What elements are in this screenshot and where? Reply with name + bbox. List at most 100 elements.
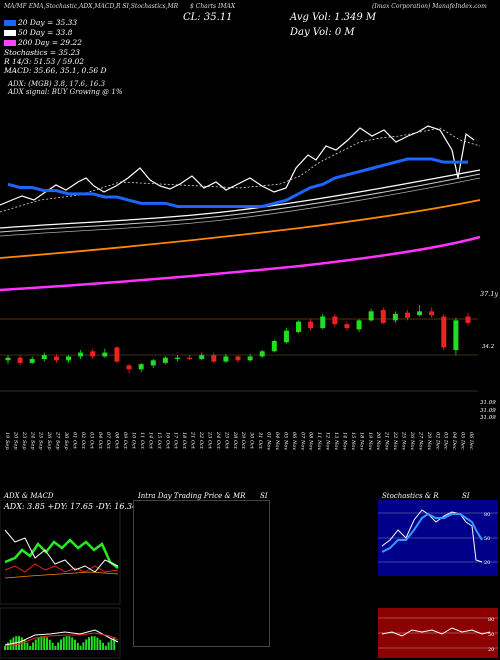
stoch-dotted-line xyxy=(0,127,481,213)
candle-up xyxy=(453,320,459,350)
macd-signal-line xyxy=(4,632,119,647)
date-tick-label: 07 Nov xyxy=(299,432,305,450)
macd-histogram-bar xyxy=(54,645,57,650)
date-tick-label: 27 Nov xyxy=(417,431,423,450)
candle-down xyxy=(90,351,96,357)
candle-down xyxy=(17,357,23,363)
date-tick-label: 29 Nov xyxy=(426,431,432,450)
ma20-line xyxy=(7,157,468,208)
candle-up xyxy=(417,311,423,316)
date-tick-label: 05 Nov xyxy=(282,432,288,450)
macd-histogram-bar xyxy=(110,639,113,650)
legend-stoch-values: R 14/3: 51.53 / 59.02 xyxy=(4,57,85,66)
macd-histogram-bar xyxy=(4,646,6,650)
candle-up xyxy=(138,364,144,370)
ma-white-band-2 xyxy=(0,173,481,233)
macd-histogram-bar xyxy=(51,642,54,650)
adx-readout: ADX: (MGB) 3.8, 17.6, 16.3 xyxy=(8,80,106,88)
candle-down xyxy=(429,311,435,316)
date-tick-label: 03 Oct xyxy=(88,432,94,450)
date-tick-label: 05 Dec xyxy=(460,432,466,450)
adx-values-label: ADX: 3.85 +DY: 17.65 -DY: 16.34 xyxy=(4,502,138,511)
stoch-si-label: SI xyxy=(462,492,470,500)
date-tick-label: 21 Oct xyxy=(190,431,196,450)
legend-macd: MACD: 35.66, 35.1, 0.56 D xyxy=(4,66,107,75)
adx-panel-title: ADX & MACD xyxy=(4,492,54,500)
stoch-tick-50: 50 xyxy=(484,536,490,542)
stoch-tick-80: 80 xyxy=(484,512,490,518)
macd-histogram-bar xyxy=(60,639,62,650)
candle-down xyxy=(187,357,193,360)
candle-down xyxy=(465,316,471,323)
candle-up xyxy=(174,357,180,360)
close-price-label: CL: 35.11 xyxy=(183,12,233,23)
rsi-tick-20: 20 xyxy=(488,647,494,653)
adx-orange-line xyxy=(4,571,119,579)
date-tick-label: 01 Oct xyxy=(71,432,77,450)
stoch-tick-20: 20 xyxy=(484,560,490,566)
macd-histogram-bar xyxy=(23,639,26,650)
date-tick-label: 23 Sep xyxy=(21,431,27,450)
avg-volume-label: Avg Vol: 1.349 M xyxy=(290,12,377,23)
adx-macd-panel xyxy=(0,500,121,659)
date-tick-label: 15 Oct xyxy=(156,432,162,450)
date-tick-label: 17 Oct xyxy=(173,432,179,450)
date-tick-label: 13 Nov xyxy=(333,432,339,450)
date-tick-label: 30 Oct xyxy=(249,432,255,450)
ma-white-band-1 xyxy=(0,169,481,229)
macd-histogram-bar xyxy=(26,642,29,650)
date-tick-label: 25 Oct xyxy=(223,431,229,450)
ma-dynamic-lines xyxy=(7,157,468,208)
date-tick-label: 29 Oct xyxy=(240,431,246,450)
candle-down xyxy=(126,365,132,370)
macd-histogram-bar xyxy=(79,645,82,650)
candle-up xyxy=(259,351,265,357)
macd-histogram-bar xyxy=(40,636,43,650)
macd-histogram-bar xyxy=(113,637,116,650)
macd-histogram-bar xyxy=(68,636,71,650)
intraday-panel xyxy=(133,500,270,647)
date-tick-label: 11 Oct xyxy=(139,432,145,450)
candle-up xyxy=(78,352,84,357)
candle-down xyxy=(332,316,338,325)
ma50-swatch xyxy=(4,30,16,36)
intraday-panel-title: Intra Day Trading Price & MR xyxy=(138,492,246,500)
date-tick-label: 07 Oct xyxy=(105,432,111,450)
date-tick-label: 11 Nov xyxy=(316,432,322,450)
adx-white-line xyxy=(4,529,119,573)
candle-up xyxy=(102,352,108,357)
macd-histogram-bar xyxy=(32,642,34,650)
legend-ma200: 200 Day = 29.22 xyxy=(4,38,82,47)
ma200-magenta-line xyxy=(0,235,481,292)
price-tick-label: 31.09 xyxy=(480,400,496,406)
date-tick-label: 24 Oct xyxy=(215,431,221,450)
candle-down xyxy=(404,312,410,318)
date-tick-label: 28 Oct xyxy=(232,431,238,450)
macd-histogram-bar xyxy=(37,637,40,650)
close-line xyxy=(0,125,475,206)
adx-red-line xyxy=(4,563,119,573)
date-tick-label: 30 Sep xyxy=(63,432,69,450)
date-tick-label: 14 Oct xyxy=(147,432,153,450)
candle-up xyxy=(283,330,289,343)
date-tick-label: 22 Oct xyxy=(198,431,204,450)
macd-histogram-bar xyxy=(90,636,93,650)
candle-up xyxy=(247,356,253,361)
macd-histogram-bar xyxy=(65,636,68,650)
date-tick-label: 26 Nov xyxy=(409,431,415,450)
macd-histogram-bar xyxy=(62,637,65,650)
adx-box xyxy=(0,500,121,605)
macd-histogram-bar xyxy=(76,642,79,650)
rsi-tick-80: 80 xyxy=(488,617,494,623)
chart-header-indicators: MA/MF EMA,Stochastic,ADX,MACD,R SI,Stoch… xyxy=(4,3,179,10)
candle-down xyxy=(235,356,241,361)
candle-down xyxy=(380,310,386,323)
legend-stochastics: Stochastics = 35.23 xyxy=(4,48,81,57)
date-tick-label: 31 Oct xyxy=(257,432,263,450)
macd-histogram-bar xyxy=(74,639,76,650)
date-tick-label: 04 Dec xyxy=(451,432,457,450)
price-tick-label: 37.1y xyxy=(480,290,498,298)
date-tick-label: 25 Nov xyxy=(401,431,407,450)
